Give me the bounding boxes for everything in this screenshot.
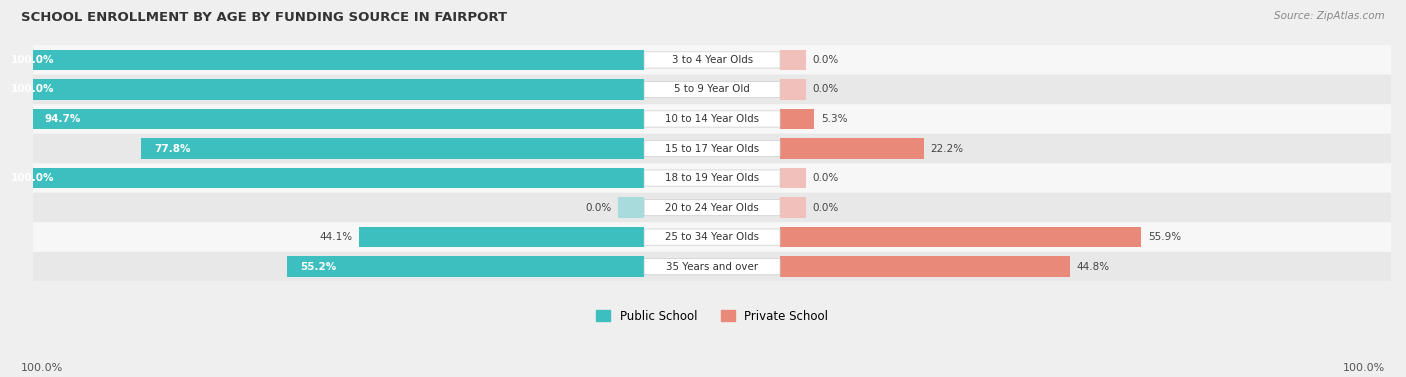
FancyBboxPatch shape [34, 75, 1391, 104]
FancyBboxPatch shape [34, 252, 1391, 281]
FancyBboxPatch shape [644, 199, 780, 216]
Text: 0.0%: 0.0% [586, 202, 612, 213]
Text: 25 to 34 Year Olds: 25 to 34 Year Olds [665, 232, 759, 242]
Text: 44.8%: 44.8% [1076, 262, 1109, 272]
FancyBboxPatch shape [34, 45, 1391, 75]
Text: 0.0%: 0.0% [813, 173, 838, 183]
Text: 100.0%: 100.0% [10, 84, 53, 95]
FancyBboxPatch shape [644, 259, 780, 275]
Bar [780, 227, 1142, 247]
Legend: Public School, Private School: Public School, Private School [591, 305, 832, 328]
Text: 94.7%: 94.7% [45, 114, 82, 124]
Text: 100.0%: 100.0% [1343, 363, 1385, 373]
Bar [780, 256, 1070, 277]
Bar [0, 168, 644, 188]
FancyBboxPatch shape [644, 81, 780, 98]
Text: 44.1%: 44.1% [319, 232, 353, 242]
FancyBboxPatch shape [644, 170, 780, 186]
FancyBboxPatch shape [34, 222, 1391, 252]
Bar [0, 50, 644, 70]
Bar [32, 109, 644, 129]
Bar [780, 109, 814, 129]
Text: 18 to 19 Year Olds: 18 to 19 Year Olds [665, 173, 759, 183]
Bar [359, 227, 644, 247]
FancyBboxPatch shape [644, 52, 780, 68]
FancyBboxPatch shape [644, 229, 780, 245]
Text: 0.0%: 0.0% [813, 84, 838, 95]
Text: 100.0%: 100.0% [21, 363, 63, 373]
Text: SCHOOL ENROLLMENT BY AGE BY FUNDING SOURCE IN FAIRPORT: SCHOOL ENROLLMENT BY AGE BY FUNDING SOUR… [21, 11, 508, 24]
Text: 5.3%: 5.3% [821, 114, 848, 124]
Text: 5 to 9 Year Old: 5 to 9 Year Old [675, 84, 749, 95]
Text: 0.0%: 0.0% [813, 202, 838, 213]
FancyBboxPatch shape [34, 134, 1391, 163]
Text: 55.9%: 55.9% [1147, 232, 1181, 242]
Text: 55.2%: 55.2% [301, 262, 336, 272]
Text: 35 Years and over: 35 Years and over [666, 262, 758, 272]
Text: 3 to 4 Year Olds: 3 to 4 Year Olds [672, 55, 752, 65]
FancyBboxPatch shape [34, 104, 1391, 134]
Text: 10 to 14 Year Olds: 10 to 14 Year Olds [665, 114, 759, 124]
Text: 20 to 24 Year Olds: 20 to 24 Year Olds [665, 202, 759, 213]
Text: 22.2%: 22.2% [929, 144, 963, 153]
Text: 15 to 17 Year Olds: 15 to 17 Year Olds [665, 144, 759, 153]
Text: Source: ZipAtlas.com: Source: ZipAtlas.com [1274, 11, 1385, 21]
Text: 0.0%: 0.0% [813, 55, 838, 65]
Bar [780, 79, 806, 100]
Bar [780, 50, 806, 70]
Bar [780, 138, 924, 159]
Bar [0, 79, 644, 100]
Bar [780, 168, 806, 188]
Bar [141, 138, 644, 159]
Text: 77.8%: 77.8% [155, 144, 191, 153]
FancyBboxPatch shape [644, 111, 780, 127]
Text: 100.0%: 100.0% [10, 55, 53, 65]
Text: 100.0%: 100.0% [10, 173, 53, 183]
FancyBboxPatch shape [34, 163, 1391, 193]
FancyBboxPatch shape [644, 140, 780, 157]
Bar [780, 197, 806, 218]
Bar [619, 197, 644, 218]
Bar [287, 256, 644, 277]
FancyBboxPatch shape [34, 193, 1391, 222]
